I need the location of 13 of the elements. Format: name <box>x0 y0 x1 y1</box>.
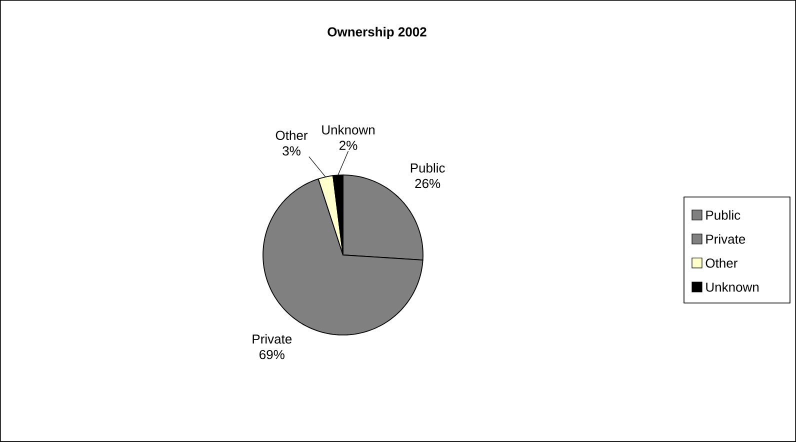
legend-label: Private <box>706 234 746 244</box>
data-label: 3% <box>282 146 300 156</box>
data-label: 26% <box>415 178 440 188</box>
legend-label: Unknown <box>706 282 759 292</box>
legend-label: Public <box>706 210 740 220</box>
legend-label: Other <box>706 258 738 268</box>
slice-label: Unknown <box>322 124 375 134</box>
slice-label: Other <box>276 130 308 140</box>
data-label: 69% <box>260 350 284 360</box>
chart-title: Ownership 2002 <box>328 26 426 40</box>
data-label: 2% <box>340 140 358 150</box>
slice-label: Private <box>252 334 292 344</box>
slice-label: Public <box>410 163 445 173</box>
